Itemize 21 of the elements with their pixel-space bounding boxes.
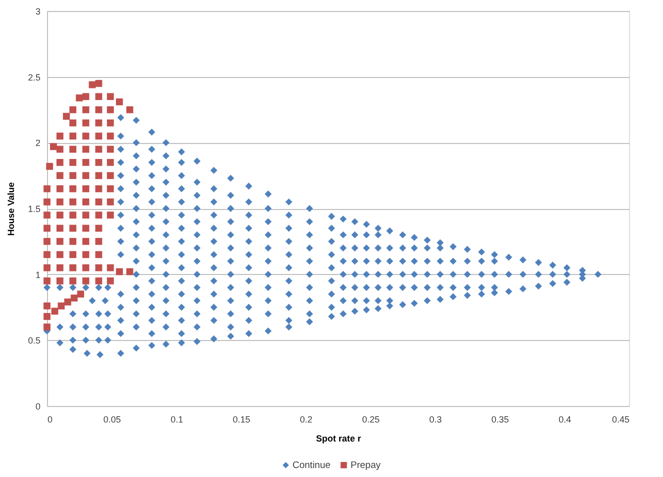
x-tick-label: 0 [48, 414, 53, 424]
x-tick-label: 0.2 [300, 414, 312, 424]
y-tick-label: 1.5 [28, 204, 40, 214]
y-tick-label: 1 [35, 270, 40, 280]
x-tick-label: 0.35 [491, 414, 509, 424]
x-tick-label: 0.25 [362, 414, 380, 424]
x-tick-label: 0.4 [558, 414, 572, 424]
legend-label: Continue [292, 460, 331, 472]
x-tick-label: 0.15 [232, 414, 250, 424]
y-tick-label: 2 [35, 138, 40, 148]
y-tick-label: 0 [35, 402, 40, 412]
x-tick-label: 0.3 [429, 414, 442, 424]
x-tick-label: 0.1 [170, 414, 184, 424]
y-axis-title: House Value [6, 182, 16, 236]
y-tick-label: 0.5 [28, 336, 40, 346]
legend-label: Prepay [350, 460, 381, 472]
x-axis-title: Spot rate r [316, 434, 362, 444]
y-tick-label: 2.5 [28, 72, 40, 82]
y-tick-label: 3 [35, 6, 40, 16]
x-tick-label: 0.05 [103, 414, 121, 424]
x-tick-label: 0.45 [612, 414, 630, 424]
